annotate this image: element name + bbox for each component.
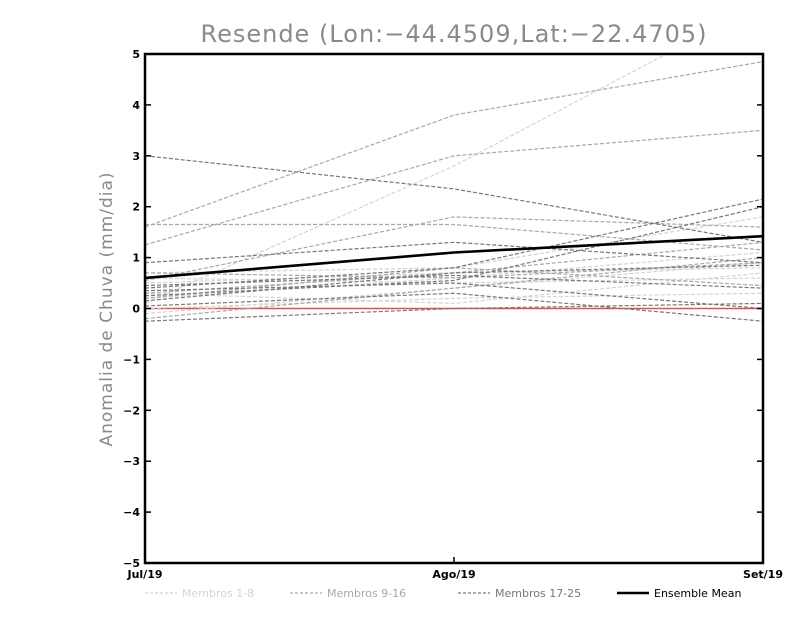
y-tick-label: 4	[132, 99, 140, 112]
member-series-line	[145, 292, 763, 322]
member-series-line	[145, 262, 763, 279]
legend-label: Ensemble Mean	[654, 587, 741, 600]
y-axis-label: Anomalia de Chuva (mm/dia)	[97, 171, 117, 446]
member-series-line	[145, 198, 763, 289]
member-series-line	[145, 223, 763, 251]
member-series-line	[145, 129, 763, 246]
y-tick-label: −5	[123, 557, 140, 570]
y-tick-label: −2	[123, 404, 140, 417]
member-series-line	[145, 61, 763, 228]
ensemble-mean-line	[145, 234, 763, 280]
y-tick-label: 3	[132, 150, 140, 163]
legend-label: Membros 9-16	[327, 587, 406, 600]
x-tick-label: Set/19	[743, 568, 783, 581]
chart-title: Resende (Lon:−44.4509,Lat:−22.4705)	[200, 20, 707, 48]
member-series-line	[145, 241, 763, 264]
series-group	[145, 54, 763, 322]
y-tick-label: 1	[132, 252, 140, 265]
y-tick-label: −1	[123, 353, 140, 366]
member-series-line	[145, 274, 763, 289]
member-series-line	[145, 206, 763, 297]
member-series-line	[145, 216, 763, 282]
y-tick-label: −4	[123, 506, 140, 519]
member-series-line	[145, 264, 763, 302]
legend-label: Membros 1-8	[182, 587, 254, 600]
legend: Membros 1-8 Membros 9-16 Membros 17-25 Ense…	[145, 587, 741, 600]
member-series-line	[145, 54, 668, 304]
member-series-line	[145, 155, 763, 243]
legend-label: Membros 17-25	[495, 587, 581, 600]
member-series-line	[145, 272, 763, 305]
y-tick-label: 2	[132, 201, 140, 214]
x-tick-label: Ago/19	[432, 568, 475, 581]
member-series-line	[145, 216, 763, 274]
member-series-line	[145, 282, 763, 310]
y-tick-label: 0	[132, 303, 140, 316]
y-tick-label: −3	[123, 455, 140, 468]
member-series-line	[145, 241, 763, 294]
member-series-line	[145, 302, 763, 322]
x-tick-label: Jul/19	[126, 568, 162, 581]
y-tick-label: 5	[132, 48, 140, 61]
member-series-line	[145, 292, 763, 310]
